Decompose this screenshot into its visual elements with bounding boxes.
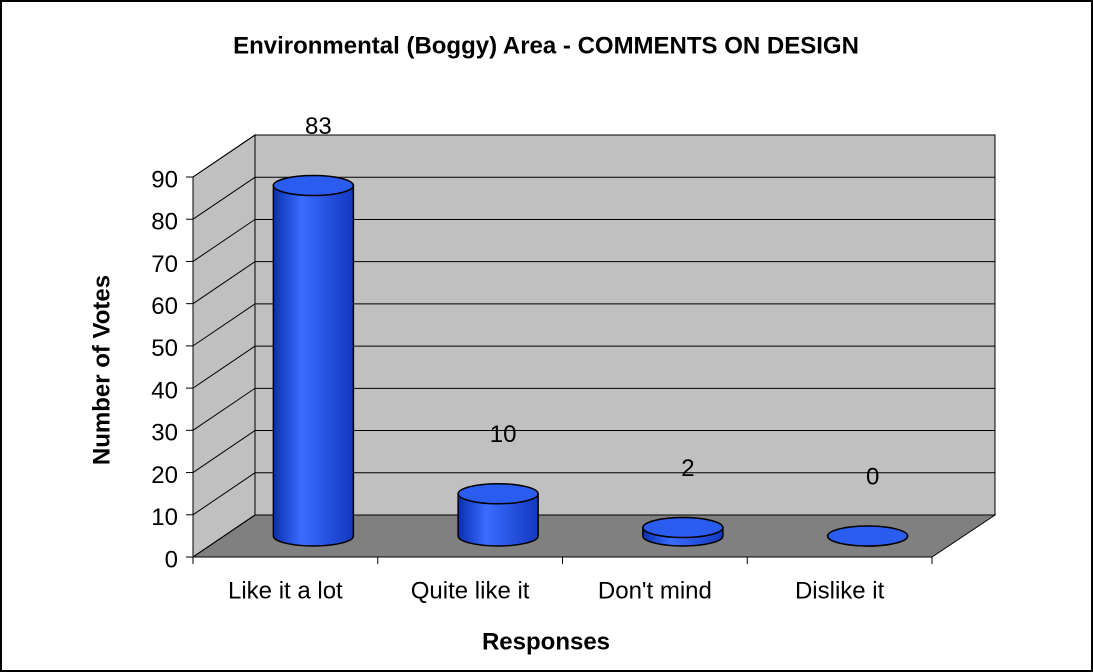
y-tick-label: 80 [151,209,178,236]
grid-line [192,472,995,516]
cylinder-top [272,174,355,197]
cylinder-top [826,525,909,547]
x-tick-label: Like it a lot [228,577,343,604]
y-tick-label: 90 [151,166,178,193]
cylinder-top [457,483,539,505]
y-tick-label: 10 [151,504,178,531]
back-wall [254,134,996,516]
x-tick-label: Don't mind [598,577,712,604]
bar [457,483,539,547]
value-label: 2 [681,455,694,482]
grid-line [192,430,995,473]
grid-line [192,134,995,178]
y-tick-label: 20 [151,462,178,489]
cylinder-body [457,493,539,547]
grid-line [192,218,995,262]
x-tick-label: Quite like it [411,577,530,604]
marks [272,174,909,547]
y-tick-label: 50 [151,335,178,362]
grid-line [192,387,995,431]
grid-line [192,345,995,389]
value-label: 83 [305,113,332,140]
bar [642,516,724,547]
y-tick-label: 40 [151,377,178,404]
y-axis-title: Number of Votes [88,275,115,465]
bar [272,174,355,547]
y-tick-label: 60 [151,293,178,320]
value-label: 0 [866,463,879,490]
grid-line [192,261,995,305]
x-axis-title: Responses [482,628,610,655]
bar [826,525,909,547]
grid [192,134,995,558]
cylinder-body [272,184,355,547]
y-tick-label: 0 [165,546,178,573]
cylinder-top [642,516,724,539]
x-tick-label: Dislike it [795,577,885,604]
y-tick-label: 30 [151,420,178,447]
grid-line [192,303,995,347]
y-tick-label: 70 [151,251,178,278]
grid-line [192,514,995,558]
chart-title: Environmental (Boggy) Area - COMMENTS ON… [233,32,859,59]
value-label: 10 [490,421,517,448]
grid-line [192,176,995,220]
